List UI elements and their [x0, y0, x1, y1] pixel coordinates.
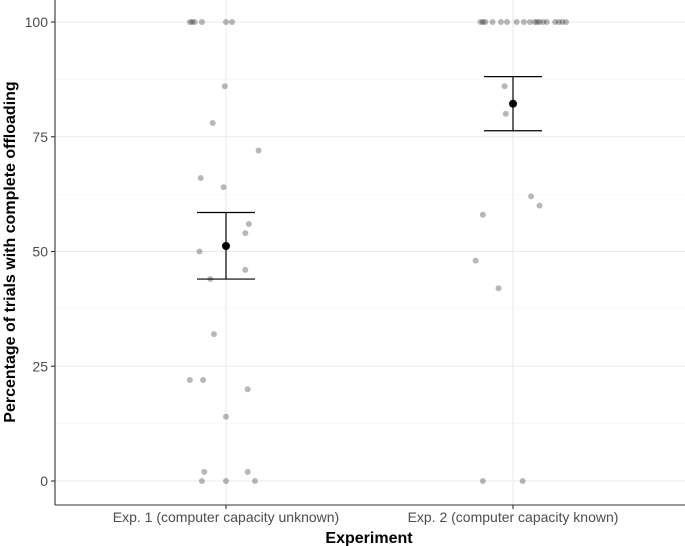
data-point — [200, 377, 207, 384]
data-point — [223, 413, 229, 420]
data-point — [220, 184, 227, 191]
y-tick-label: 75 — [32, 129, 48, 145]
data-point — [563, 19, 570, 25]
data-point — [255, 147, 262, 154]
major-gridlines — [55, 0, 685, 505]
y-tick-label: 25 — [32, 358, 48, 374]
data-point — [242, 230, 249, 237]
data-point — [503, 19, 510, 25]
data-point — [251, 478, 258, 484]
data-point — [495, 285, 502, 292]
y-tick-label: 50 — [32, 244, 48, 260]
data-point — [526, 19, 533, 25]
mean-points — [222, 99, 517, 250]
data-point — [186, 19, 193, 25]
data-point — [540, 19, 547, 25]
data-point — [534, 19, 541, 25]
x-axis-ticks: Exp. 1 (computer capacity unknown) Exp. 2… — [113, 505, 619, 525]
data-point — [497, 19, 504, 25]
data-point — [482, 19, 489, 25]
data-point — [242, 266, 249, 273]
data-point — [221, 83, 228, 90]
data-point — [198, 19, 205, 25]
data-point — [223, 19, 229, 25]
data-point — [528, 193, 535, 200]
data-point — [559, 19, 566, 25]
y-tick-label: 100 — [25, 14, 49, 30]
data-point — [191, 19, 198, 25]
data-point — [519, 478, 526, 484]
y-axis-ticks: 0 25 50 75 100 — [25, 14, 55, 489]
mean-point — [509, 99, 517, 108]
x-tick-label: Exp. 1 (computer capacity unknown) — [113, 509, 339, 525]
mean-point — [222, 241, 230, 250]
data-point — [479, 478, 486, 484]
data-point — [552, 19, 559, 25]
data-point — [513, 19, 520, 25]
data-point — [201, 468, 208, 475]
data-point — [209, 119, 216, 126]
x-axis-title: Experiment — [325, 530, 413, 546]
data-point — [520, 19, 527, 25]
data-point — [489, 19, 496, 25]
data-point — [189, 19, 196, 25]
data-point — [555, 19, 562, 25]
error-bars — [197, 76, 542, 280]
data-point — [186, 377, 193, 384]
data-point — [244, 468, 251, 475]
data-point — [197, 175, 204, 182]
data-point — [210, 331, 217, 338]
y-axis-title: Percentage of trials with complete offlo… — [2, 81, 19, 422]
data-point — [229, 19, 236, 25]
data-point — [536, 202, 543, 209]
data-point — [479, 19, 486, 25]
data-point — [223, 478, 229, 484]
data-point — [531, 19, 538, 25]
minor-gridlines — [55, 79, 685, 424]
data-point — [196, 248, 203, 255]
data-point — [477, 19, 484, 25]
data-point — [502, 110, 509, 117]
x-tick-label: Exp. 2 (computer capacity known) — [408, 509, 619, 525]
data-point — [543, 19, 550, 25]
data-point — [198, 478, 205, 484]
data-point — [245, 220, 252, 227]
data-point — [536, 19, 543, 25]
data-point — [244, 386, 251, 393]
y-tick-label: 0 — [40, 473, 48, 489]
data-point — [501, 83, 508, 90]
axes — [54, 0, 685, 506]
data-point — [472, 257, 479, 264]
data-point — [479, 211, 486, 218]
data-points — [186, 19, 570, 484]
